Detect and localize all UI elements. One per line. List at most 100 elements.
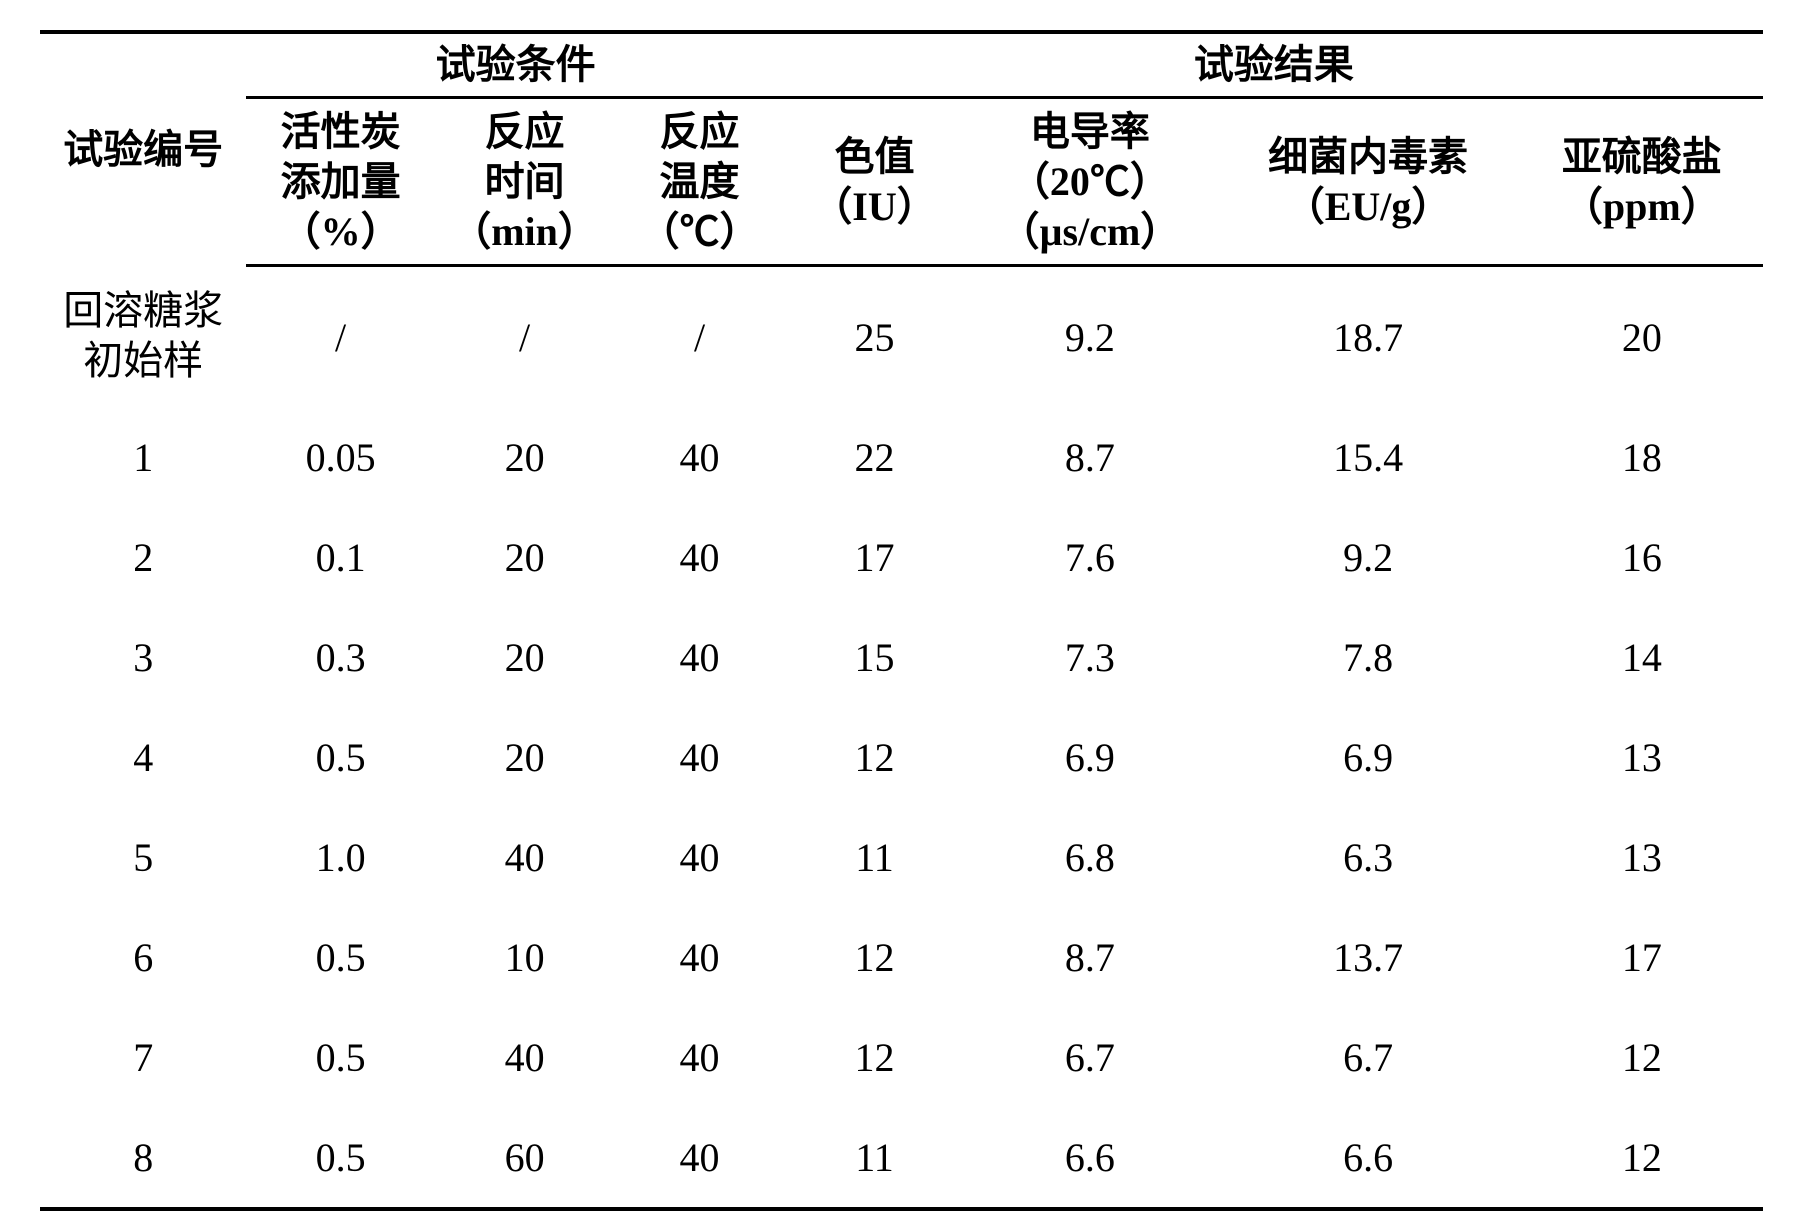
col-header-line: 色值 (785, 132, 964, 182)
cell-time-min: 40 (435, 807, 614, 907)
col-header-line: （µs/cm） (964, 207, 1215, 257)
table-row: 2 0.1 20 40 17 7.6 9.2 16 (40, 507, 1763, 607)
cell-endotoxin: 18.7 (1216, 266, 1521, 408)
cell-trial-id: 4 (40, 707, 246, 807)
cell-cond-uscm: 6.6 (964, 1107, 1215, 1209)
cell-endotoxin: 7.8 (1216, 607, 1521, 707)
table-row: 回溶糖浆 初始样 / / / 25 9.2 18.7 20 (40, 266, 1763, 408)
col-header-time-min: 反应 时间 （min） (435, 98, 614, 266)
cell-trial-id: 1 (40, 407, 246, 507)
cell-time-min: 60 (435, 1107, 614, 1209)
cell-endotoxin: 15.4 (1216, 407, 1521, 507)
col-header-line: 亚硫酸盐 (1521, 132, 1763, 182)
cell-time-min: 20 (435, 507, 614, 607)
table-row: 3 0.3 20 40 15 7.3 7.8 14 (40, 607, 1763, 707)
cell-color-iu: 25 (785, 266, 964, 408)
cell-endotoxin: 6.3 (1216, 807, 1521, 907)
cell-sulfite: 14 (1521, 607, 1763, 707)
cell-color-iu: 11 (785, 1107, 964, 1209)
cell-carbon-pct: / (246, 266, 434, 408)
cell-temp-c: 40 (614, 707, 784, 807)
cell-carbon-pct: 0.3 (246, 607, 434, 707)
col-header-line: 反应 (614, 107, 784, 157)
col-header-line: （ppm） (1521, 182, 1763, 232)
cell-carbon-pct: 0.5 (246, 1007, 434, 1107)
cell-sulfite: 17 (1521, 907, 1763, 1007)
col-header-line: 细菌内毒素 (1216, 132, 1521, 182)
cell-cond-uscm: 6.8 (964, 807, 1215, 907)
cell-endotoxin: 9.2 (1216, 507, 1521, 607)
cell-sulfite: 13 (1521, 707, 1763, 807)
cell-cond-uscm: 9.2 (964, 266, 1215, 408)
cell-trial-id-line: 初始样 (83, 338, 203, 383)
cell-carbon-pct: 1.0 (246, 807, 434, 907)
cell-color-iu: 17 (785, 507, 964, 607)
col-header-conditions-group: 试验条件 (246, 32, 784, 98)
cell-sulfite: 12 (1521, 1107, 1763, 1209)
cell-temp-c: 40 (614, 907, 784, 1007)
cell-temp-c: / (614, 266, 784, 408)
cell-time-min: 10 (435, 907, 614, 1007)
cell-color-iu: 12 (785, 707, 964, 807)
col-header-line: 添加量 (246, 157, 434, 207)
col-header-line: 温度 (614, 157, 784, 207)
col-header-line: （%） (246, 207, 434, 257)
col-header-line: （20℃） (964, 157, 1215, 207)
cell-sulfite: 20 (1521, 266, 1763, 408)
table-row: 8 0.5 60 40 11 6.6 6.6 12 (40, 1107, 1763, 1209)
cell-time-min: 20 (435, 407, 614, 507)
col-header-line: 电导率 (964, 107, 1215, 157)
table-row: 5 1.0 40 40 11 6.8 6.3 13 (40, 807, 1763, 907)
cell-carbon-pct: 0.5 (246, 907, 434, 1007)
cell-cond-uscm: 6.7 (964, 1007, 1215, 1107)
cell-cond-uscm: 7.3 (964, 607, 1215, 707)
cell-endotoxin: 13.7 (1216, 907, 1521, 1007)
col-header-carbon-pct: 活性炭 添加量 （%） (246, 98, 434, 266)
cell-trial-id: 8 (40, 1107, 246, 1209)
cell-color-iu: 11 (785, 807, 964, 907)
cell-trial-id-line: 回溶糖浆 (63, 288, 223, 333)
cell-temp-c: 40 (614, 507, 784, 607)
cell-carbon-pct: 0.05 (246, 407, 434, 507)
cell-carbon-pct: 0.5 (246, 1107, 434, 1209)
cell-cond-uscm: 8.7 (964, 407, 1215, 507)
cell-trial-id: 5 (40, 807, 246, 907)
col-header-line: （EU/g） (1216, 182, 1521, 232)
page: 试验编号 试验条件 试验结果 活性炭 添加量 （%） 反应 时间 （min） 反… (0, 0, 1803, 1154)
col-header-line: 反应 (435, 107, 614, 157)
cell-cond-uscm: 6.9 (964, 707, 1215, 807)
col-header-line: （min） (435, 207, 614, 257)
cell-color-iu: 15 (785, 607, 964, 707)
col-header-results-group: 试验结果 (785, 32, 1763, 98)
col-header-sulfite: 亚硫酸盐 （ppm） (1521, 98, 1763, 266)
cell-endotoxin: 6.9 (1216, 707, 1521, 807)
cell-sulfite: 13 (1521, 807, 1763, 907)
col-header-line: 时间 (435, 157, 614, 207)
col-header-endotoxin: 细菌内毒素 （EU/g） (1216, 98, 1521, 266)
cell-temp-c: 40 (614, 1107, 784, 1209)
cell-cond-uscm: 7.6 (964, 507, 1215, 607)
cell-color-iu: 12 (785, 907, 964, 1007)
cell-endotoxin: 6.6 (1216, 1107, 1521, 1209)
cell-color-iu: 22 (785, 407, 964, 507)
cell-trial-id: 3 (40, 607, 246, 707)
col-header-line: 活性炭 (246, 107, 434, 157)
cell-sulfite: 16 (1521, 507, 1763, 607)
col-header-cond-uscm: 电导率 （20℃） （µs/cm） (964, 98, 1215, 266)
cell-trial-id: 2 (40, 507, 246, 607)
cell-carbon-pct: 0.5 (246, 707, 434, 807)
col-header-color-iu: 色值 （IU） (785, 98, 964, 266)
cell-temp-c: 40 (614, 807, 784, 907)
cell-trial-id: 7 (40, 1007, 246, 1107)
table-row: 4 0.5 20 40 12 6.9 6.9 13 (40, 707, 1763, 807)
col-header-temp-c: 反应 温度 （℃） (614, 98, 784, 266)
cell-temp-c: 40 (614, 607, 784, 707)
cell-time-min: 20 (435, 707, 614, 807)
cell-time-min: 40 (435, 1007, 614, 1107)
cell-sulfite: 18 (1521, 407, 1763, 507)
table-row: 7 0.5 40 40 12 6.7 6.7 12 (40, 1007, 1763, 1107)
cell-carbon-pct: 0.1 (246, 507, 434, 607)
cell-trial-id: 回溶糖浆 初始样 (40, 266, 246, 408)
col-header-trial-id: 试验编号 (40, 32, 246, 266)
table-row: 6 0.5 10 40 12 8.7 13.7 17 (40, 907, 1763, 1007)
